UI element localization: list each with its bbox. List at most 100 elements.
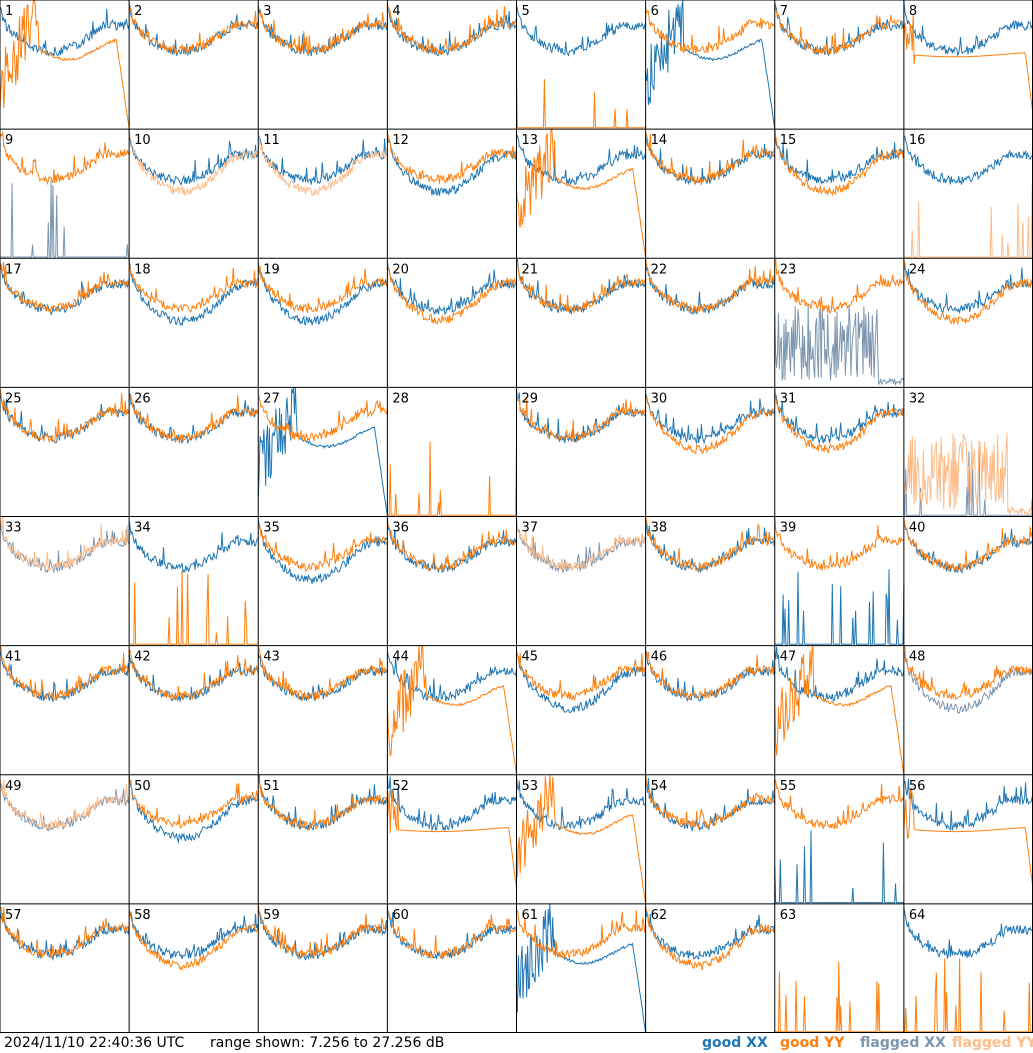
yy-line-60 xyxy=(386,906,517,961)
panel-label-47: 47 xyxy=(780,650,797,665)
panel-label-62: 62 xyxy=(651,908,668,923)
xx-line-34 xyxy=(128,520,259,574)
panel-label-25: 25 xyxy=(5,391,22,406)
xx-line-15 xyxy=(774,129,905,186)
xx-line-39 xyxy=(774,569,905,645)
panel-28: 28 xyxy=(387,391,517,516)
xx-line-40 xyxy=(903,523,1033,574)
legend-good-yy: good YY xyxy=(780,1035,845,1051)
yy-line-12 xyxy=(386,132,517,184)
panel-57: 57 xyxy=(0,906,130,962)
panel-label-50: 50 xyxy=(134,779,151,794)
xx-line-45 xyxy=(516,652,647,713)
panel-label-31: 31 xyxy=(780,391,797,406)
legend-flagged-yy: flagged YY xyxy=(952,1035,1033,1051)
yy-line-22 xyxy=(645,258,776,314)
panel-label-13: 13 xyxy=(522,133,539,148)
yy-line-1 xyxy=(0,0,130,129)
panel-label-22: 22 xyxy=(651,262,668,277)
panel-label-24: 24 xyxy=(909,262,926,277)
xx-line-19 xyxy=(257,262,388,326)
panel-14: 14 xyxy=(645,131,776,186)
yy-line-35 xyxy=(258,524,388,572)
panel-11: 11 xyxy=(257,133,388,197)
panel-label-44: 44 xyxy=(392,650,409,665)
panel-23: 23 xyxy=(774,257,905,387)
panel-59: 59 xyxy=(257,904,388,961)
yy-line-8 xyxy=(903,13,1033,115)
yy-line-40 xyxy=(903,518,1033,573)
timestamp: 2024/11/10 22:40:36 UTC xyxy=(4,1035,185,1051)
footer: 2024/11/10 22:40:36 UTC range shown: 7.2… xyxy=(0,1033,1033,1053)
panel-1: 1 xyxy=(0,0,130,129)
yy-line-19 xyxy=(257,264,388,314)
panel-31: 31 xyxy=(774,387,905,454)
xx-line-42 xyxy=(128,653,259,702)
yy-line-17 xyxy=(0,260,130,314)
yy-line-37 xyxy=(516,524,647,573)
yy-line-43 xyxy=(257,646,388,702)
panel-label-48: 48 xyxy=(909,650,926,665)
panel-label-37: 37 xyxy=(522,521,539,536)
yy-line-32 xyxy=(903,432,1033,516)
xx-line-57 xyxy=(0,911,130,962)
panel-label-41: 41 xyxy=(5,650,22,665)
xx-line-14 xyxy=(645,136,776,186)
panel-label-28: 28 xyxy=(392,391,409,406)
yy-line-5 xyxy=(516,69,646,129)
panel-50: 50 xyxy=(128,774,259,844)
panel-37: 37 xyxy=(516,518,647,574)
panel-17: 17 xyxy=(0,260,130,316)
panel-49: 49 xyxy=(0,778,130,832)
panel-24: 24 xyxy=(903,259,1033,326)
panel-label-52: 52 xyxy=(392,779,409,794)
panel-46: 46 xyxy=(645,650,776,703)
panel-18: 18 xyxy=(128,258,259,327)
yy-line-13 xyxy=(516,128,647,258)
panel-label-21: 21 xyxy=(522,262,539,277)
yy-line-36 xyxy=(386,521,517,572)
yy-line-25 xyxy=(0,388,130,444)
panel-58: 58 xyxy=(128,908,259,971)
panel-label-63: 63 xyxy=(780,908,797,923)
panel-62: 62 xyxy=(645,906,776,971)
panel-13: 13 xyxy=(516,128,647,258)
panel-10: 10 xyxy=(128,129,259,196)
panel-label-11: 11 xyxy=(263,133,280,148)
xx-line-47 xyxy=(774,646,905,703)
panel-label-16: 16 xyxy=(909,133,926,148)
panel-label-29: 29 xyxy=(522,391,539,406)
panel-41: 41 xyxy=(0,645,130,702)
panel-label-2: 2 xyxy=(134,4,142,19)
yy-line-29 xyxy=(516,390,647,442)
yy-line-45 xyxy=(516,650,647,702)
panel-label-12: 12 xyxy=(392,133,409,148)
panel-25: 25 xyxy=(0,388,130,444)
panel-label-39: 39 xyxy=(780,521,797,536)
panel-6: 6 xyxy=(645,0,776,130)
panel-label-3: 3 xyxy=(263,4,271,19)
xx-line-38 xyxy=(645,518,776,574)
xx-line-16 xyxy=(903,135,1033,185)
panel-label-6: 6 xyxy=(651,4,659,19)
yy-line-58 xyxy=(128,909,259,971)
panel-label-61: 61 xyxy=(522,908,539,923)
yy-line-16 xyxy=(903,184,1033,258)
panel-label-10: 10 xyxy=(134,133,151,148)
panel-label-51: 51 xyxy=(263,779,280,794)
panel-label-1: 1 xyxy=(5,4,13,19)
panel-61: 61 xyxy=(516,903,647,1033)
xx-line-17 xyxy=(0,263,130,316)
xx-line-58 xyxy=(128,911,259,960)
xx-line-37 xyxy=(516,518,647,574)
yy-line-44 xyxy=(386,645,517,775)
panel-47: 47 xyxy=(774,645,905,775)
yy-line-24 xyxy=(903,260,1033,326)
panel-label-18: 18 xyxy=(134,262,151,277)
panel-5: 5 xyxy=(516,4,647,129)
yy-line-55 xyxy=(774,779,905,830)
panel-32: 32 xyxy=(903,391,1033,516)
yy-line-28 xyxy=(387,438,517,516)
panel-label-7: 7 xyxy=(780,4,788,19)
panel-51: 51 xyxy=(257,774,388,831)
